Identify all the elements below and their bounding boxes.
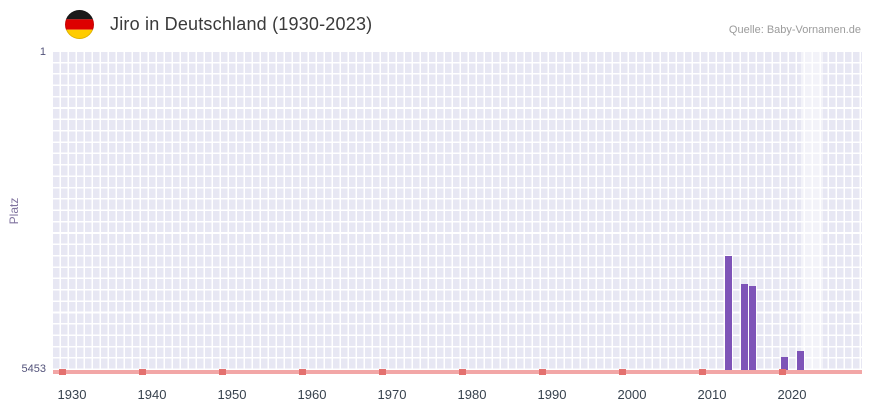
x-axis-mark [618,369,626,375]
x-tick-label-1960: 1960 [297,387,327,402]
bars-layer [53,52,862,370]
x-tick-label-2000: 2000 [617,387,647,402]
x-tick-label-2020: 2020 [777,387,807,402]
x-axis-mark [58,369,66,375]
bar-2012 [724,256,732,370]
x-axis-mark [298,369,306,375]
highlight-band [801,52,823,370]
x-axis-mark [218,369,226,375]
y-tick-label-bottom: 5453 [21,363,46,375]
bar-2021 [796,350,804,370]
x-axis-mark [698,369,706,375]
bar-2019 [780,356,788,370]
x-axis-mark [538,369,546,375]
x-tick-label-1950: 1950 [217,387,247,402]
y-axis-title: Platz [7,197,21,225]
source-credit: Quelle: Baby-Vornamen.de [728,24,861,36]
plot-area [53,52,862,370]
x-tick-label-1940: 1940 [137,387,167,402]
x-tick-label-1990: 1990 [537,387,567,402]
x-tick-label-2010: 2010 [697,387,727,402]
x-tick-label-1970: 1970 [377,387,407,402]
germany-flag-icon [64,9,95,40]
chart-title: Jiro in Deutschland (1930-2023) [110,14,373,34]
bar-2015 [748,285,756,370]
x-axis-mark [778,369,786,375]
x-tick-label-1930: 1930 [57,387,87,402]
y-tick-label-top: 1 [39,46,46,58]
x-axis-mark [138,369,146,375]
x-axis-baseline [53,370,862,374]
x-axis-mark [378,369,386,375]
bar-2014 [740,284,748,370]
x-axis-mark [458,369,466,375]
x-tick-label-1980: 1980 [457,387,487,402]
